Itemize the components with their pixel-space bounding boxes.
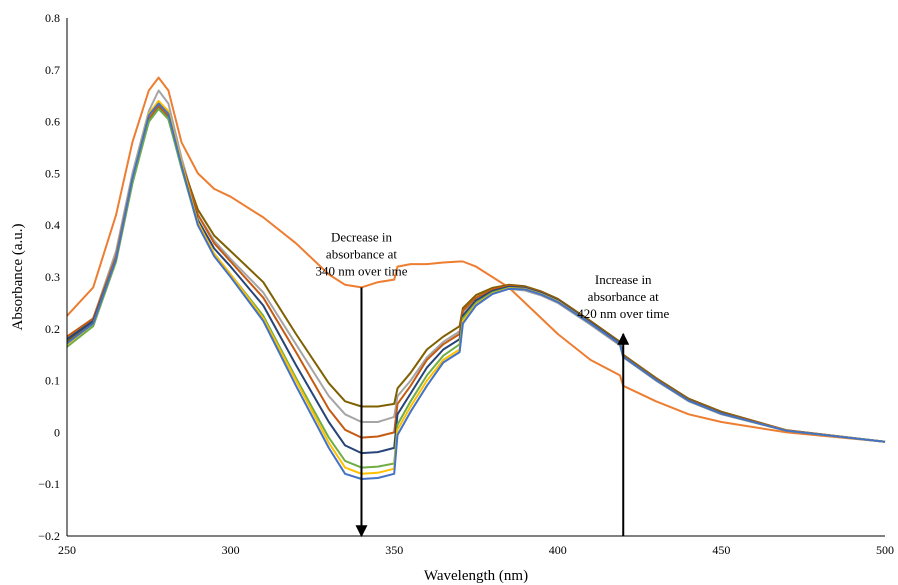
annotation-text-2: Increase in absorbance at 420 nm over time xyxy=(577,272,669,321)
annotation-line: 420 nm over time xyxy=(577,306,669,321)
y-tick-label: −0.2 xyxy=(38,529,60,543)
y-tick-label: 0.8 xyxy=(45,11,60,25)
series-line-5 xyxy=(67,109,885,453)
annotation-line: 340 nm over time xyxy=(315,263,407,278)
x-axis-title: Wavelength (nm) xyxy=(424,568,528,584)
y-tick-label: 0.4 xyxy=(45,218,60,232)
y-tick-label: 0.1 xyxy=(45,374,60,388)
series-line-6 xyxy=(67,109,885,468)
y-tick-label: 0.6 xyxy=(45,115,60,129)
y-axis-title: Absorbance (a.u.) xyxy=(10,223,26,330)
x-tick-label: 350 xyxy=(385,543,403,557)
y-tick-label: 0.2 xyxy=(45,322,60,336)
annotation-text-1: Decrease in absorbance at 340 nm over time xyxy=(315,229,407,278)
series-line-1 xyxy=(67,78,885,442)
annotation-line: Increase in xyxy=(595,272,652,287)
y-tick-label: 0 xyxy=(54,425,60,439)
annotations: Decrease in absorbance at 340 nm over time… xyxy=(315,229,669,536)
tick-labels: 250 300 350 400 450 500 −0.2 −0.1 0 0.1 0.2 0.3 0.4 0… xyxy=(38,11,894,557)
x-tick-label: 300 xyxy=(222,543,240,557)
y-tick-label: 0.5 xyxy=(45,166,60,180)
annotation-line: absorbance at xyxy=(588,289,659,304)
plot-series xyxy=(67,78,885,479)
x-tick-label: 450 xyxy=(712,543,730,557)
x-tick-label: 400 xyxy=(549,543,567,557)
y-tick-label: −0.1 xyxy=(38,477,60,491)
annotation-line: absorbance at xyxy=(326,246,397,261)
annotation-line: Decrease in xyxy=(331,229,392,244)
y-tick-label: 0.7 xyxy=(45,63,60,77)
x-tick-label: 500 xyxy=(876,543,894,557)
axes xyxy=(67,18,885,536)
y-tick-label: 0.3 xyxy=(45,270,60,284)
x-tick-label: 250 xyxy=(58,543,76,557)
